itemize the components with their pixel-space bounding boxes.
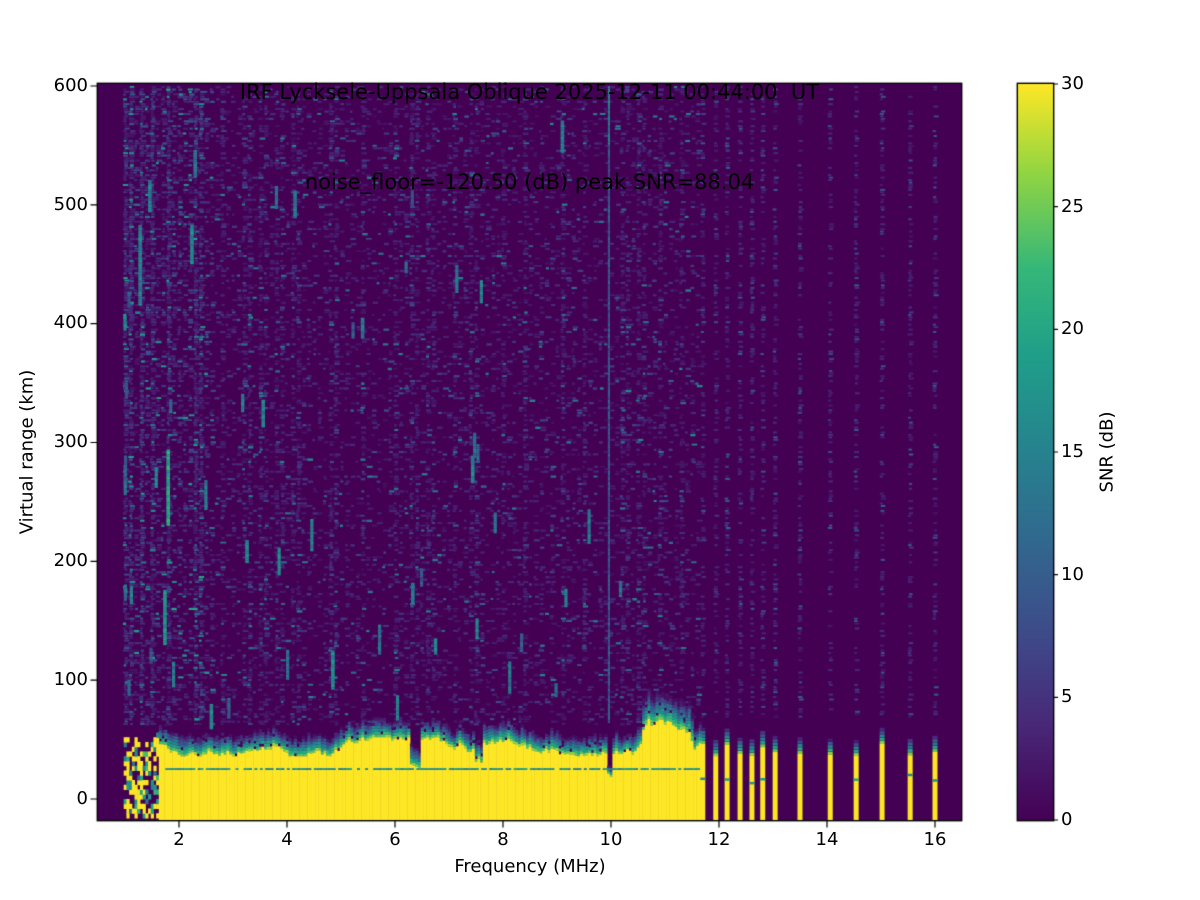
x-tick-label-2: 2 [173,829,185,850]
x-axis-label: Frequency (MHz) [454,856,606,877]
x-tick-label-14: 14 [815,829,839,850]
y-tick-label-300: 300 [53,431,88,452]
x-tick-label-8: 8 [497,829,509,850]
colorbar-tick-label-10: 10 [1061,564,1084,585]
y-tick-label-600: 600 [53,75,88,96]
colorbar-tick-label-30: 30 [1061,73,1084,94]
x-tick-label-4: 4 [281,829,293,850]
y-axis-label: Virtual range (km) [16,369,38,535]
y-tick-label-200: 200 [53,550,88,571]
colorbar-tick-label-0: 0 [1061,809,1073,830]
colorbar-tick-label-20: 20 [1061,318,1084,339]
y-tick-label-500: 500 [53,194,88,215]
y-tick-label-100: 100 [53,669,88,690]
colorbar-tick-label-5: 5 [1061,686,1073,707]
y-tick-label-400: 400 [53,312,88,333]
x-tick-label-12: 12 [707,829,731,850]
colorbar-tick-label-15: 15 [1061,441,1084,462]
colorbar-tick-label-25: 25 [1061,196,1084,217]
chart-title-line2: noise_floor=-120.50 (dB) peak SNR=88.04 [304,170,755,194]
x-tick-label-10: 10 [599,829,623,850]
colorbar-label: SNR (dB) [1096,411,1118,493]
chart-title-line1: IRF Lycksele-Uppsala Oblique 2025-12-11 … [239,80,820,104]
y-tick-label-0: 0 [76,788,88,809]
chart-title: IRF Lycksele-Uppsala Oblique 2025-12-11 … [98,17,961,257]
x-tick-label-16: 16 [923,829,947,850]
x-tick-label-6: 6 [389,829,401,850]
